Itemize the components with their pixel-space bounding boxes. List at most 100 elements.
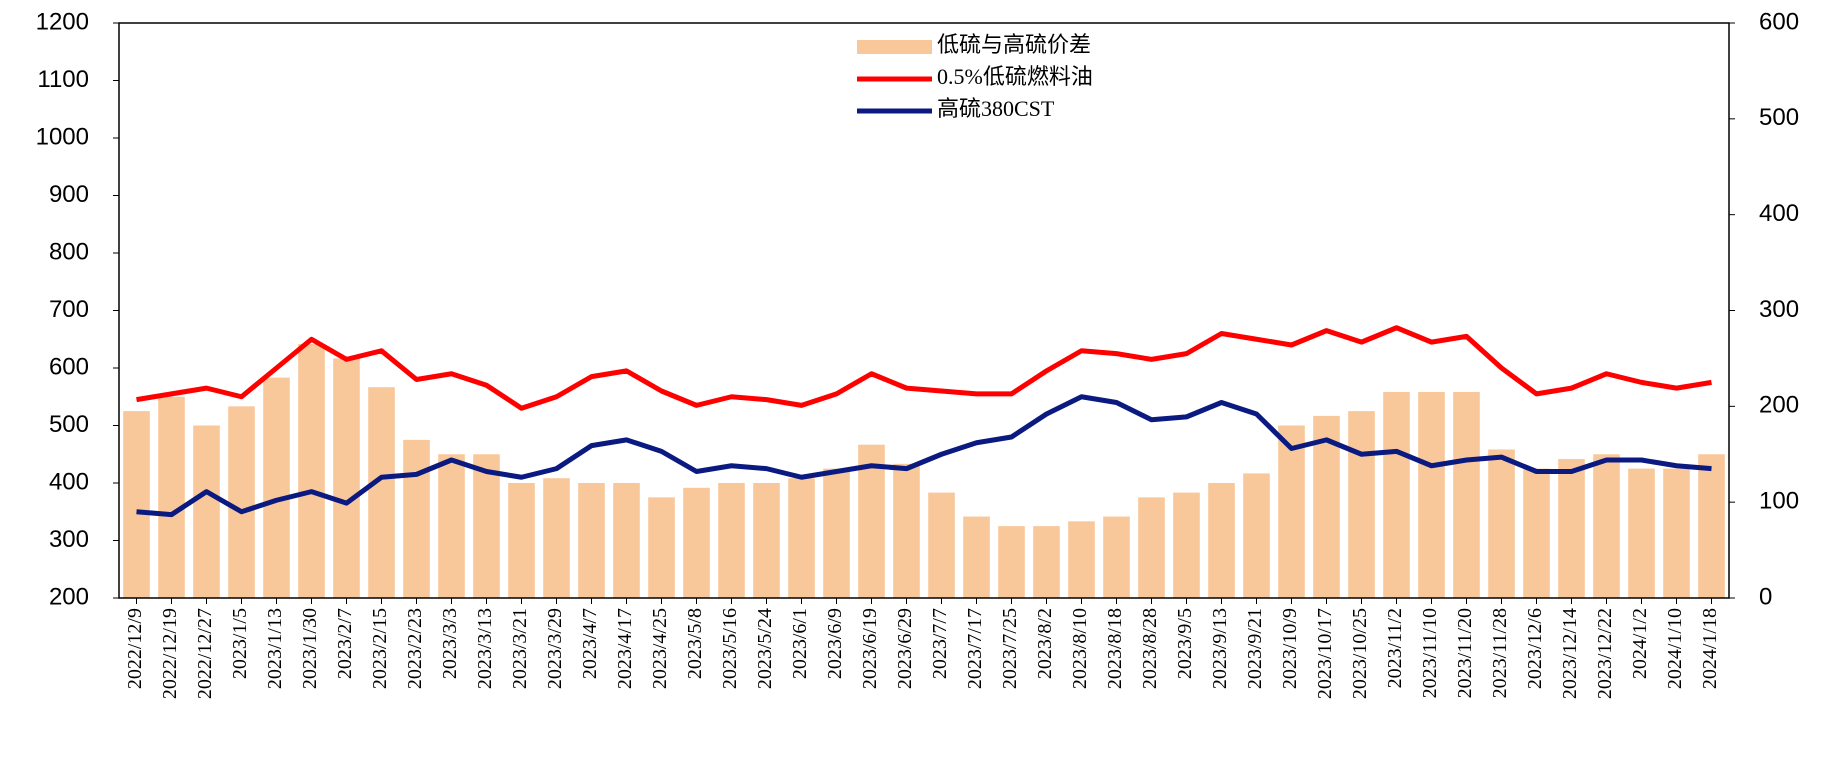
y2-tick-label: 100 <box>1759 488 1799 515</box>
y-tick-label: 1000 <box>36 123 89 150</box>
bar <box>438 454 465 598</box>
x-tick-label: 2023/8/18 <box>1104 608 1126 689</box>
x-tick-label: 2023/10/9 <box>1279 608 1301 689</box>
x-tick-label: 2023/5/24 <box>754 608 776 689</box>
y-tick-label: 900 <box>49 181 89 208</box>
x-tick-label: 2023/3/3 <box>439 608 461 679</box>
x-tick-label: 2023/3/13 <box>474 608 496 689</box>
bar <box>298 344 325 598</box>
x-tick-label: 2022/12/9 <box>124 608 146 689</box>
bar <box>1173 492 1200 598</box>
y-tick-label: 400 <box>49 468 89 495</box>
bar <box>648 497 675 598</box>
bar <box>928 492 955 598</box>
bar <box>1558 459 1585 598</box>
y-tick-label: 1100 <box>37 66 89 93</box>
x-tick-label: 2023/8/28 <box>1139 608 1161 689</box>
x-tick-label: 2023/9/5 <box>1174 608 1196 679</box>
x-tick-label: 2023/7/17 <box>964 608 986 689</box>
bar <box>1383 391 1410 598</box>
bar <box>683 487 710 598</box>
bar <box>1453 391 1480 598</box>
bar <box>1313 415 1340 598</box>
bar <box>1068 521 1095 598</box>
legend-label: 高硫380CST <box>937 96 1055 121</box>
x-tick-label: 2023/4/25 <box>649 608 671 689</box>
bar <box>403 439 430 598</box>
line-series <box>136 325 1712 411</box>
x-tick-label: 2023/11/2 <box>1384 608 1406 688</box>
x-tick-label: 2023/12/6 <box>1524 608 1546 689</box>
line-series <box>136 394 1712 518</box>
bar <box>543 478 570 598</box>
x-tick-label: 2022/12/27 <box>194 608 216 699</box>
bar <box>1488 449 1515 598</box>
legend-swatch <box>857 40 932 54</box>
x-tick-label: 2023/1/13 <box>264 608 286 689</box>
x-tick-label: 2023/9/13 <box>1209 608 1231 689</box>
x-tick-label: 2023/5/8 <box>684 608 706 679</box>
x-tick-label: 2023/11/28 <box>1489 608 1511 698</box>
x-tick-label: 2023/3/29 <box>544 608 566 689</box>
x-tick-label: 2023/3/21 <box>509 608 531 689</box>
bar <box>263 377 290 598</box>
x-tick-label: 2023/7/7 <box>929 608 951 679</box>
bar <box>508 483 535 598</box>
bar <box>1418 391 1445 598</box>
y-tick-label: 300 <box>49 526 89 553</box>
x-tick-label: 2024/1/18 <box>1699 608 1721 689</box>
y2-tick-label: 300 <box>1759 296 1799 323</box>
bar <box>193 425 220 598</box>
bar <box>893 463 920 598</box>
x-tick-label: 2023/6/29 <box>894 608 916 689</box>
bar <box>228 406 255 598</box>
x-tick-label: 2024/1/2 <box>1629 608 1651 679</box>
bar <box>123 411 150 598</box>
y-tick-label: 500 <box>49 411 89 438</box>
x-tick-label: 2023/9/21 <box>1244 608 1266 689</box>
bar <box>998 526 1025 598</box>
bar <box>1138 497 1165 598</box>
x-tick-label: 2023/6/1 <box>789 608 811 679</box>
bar <box>753 483 780 598</box>
bar <box>1103 516 1130 598</box>
y-tick-label: 200 <box>49 583 89 610</box>
bar <box>1523 468 1550 598</box>
y2-tick-label: 600 <box>1759 8 1799 35</box>
x-tick-label: 2023/2/23 <box>404 608 426 689</box>
legend-label: 0.5%低硫燃料油 <box>937 64 1093 89</box>
x-tick-label: 2023/1/30 <box>299 608 321 689</box>
x-tick-label: 2022/12/19 <box>159 608 181 699</box>
y2-tick-label: 0 <box>1759 583 1772 610</box>
x-tick-label: 2023/6/9 <box>824 608 846 679</box>
x-tick-label: 2023/12/14 <box>1559 608 1581 699</box>
x-tick-label: 2023/10/25 <box>1349 608 1371 699</box>
bar <box>1208 483 1235 598</box>
x-tick-label: 2023/11/20 <box>1454 608 1476 698</box>
y-tick-label: 800 <box>49 238 89 265</box>
x-tick-label: 2024/1/10 <box>1664 608 1686 689</box>
x-tick-label: 2023/4/17 <box>614 608 636 689</box>
bar <box>823 468 850 598</box>
x-tick-label: 2023/1/5 <box>229 608 251 679</box>
x-tick-label: 2023/11/10 <box>1419 608 1441 698</box>
bar <box>1278 425 1305 598</box>
y-tick-label: 700 <box>49 296 89 323</box>
bar <box>718 483 745 598</box>
legend-label: 低硫与高硫价差 <box>937 32 1091 57</box>
bar <box>473 454 500 598</box>
x-tick-label: 2023/2/7 <box>334 608 356 679</box>
bar <box>788 478 815 598</box>
y2-tick-label: 400 <box>1759 200 1799 227</box>
x-tick-label: 2023/2/15 <box>369 608 391 689</box>
x-tick-label: 2023/8/2 <box>1034 608 1056 679</box>
bar <box>333 358 360 598</box>
x-tick-label: 2023/10/17 <box>1314 608 1336 699</box>
bar <box>1593 454 1620 598</box>
bar <box>858 444 885 598</box>
bar <box>1663 468 1690 598</box>
bar <box>578 483 605 598</box>
y2-tick-label: 200 <box>1759 392 1799 419</box>
y-tick-label: 600 <box>49 353 89 380</box>
